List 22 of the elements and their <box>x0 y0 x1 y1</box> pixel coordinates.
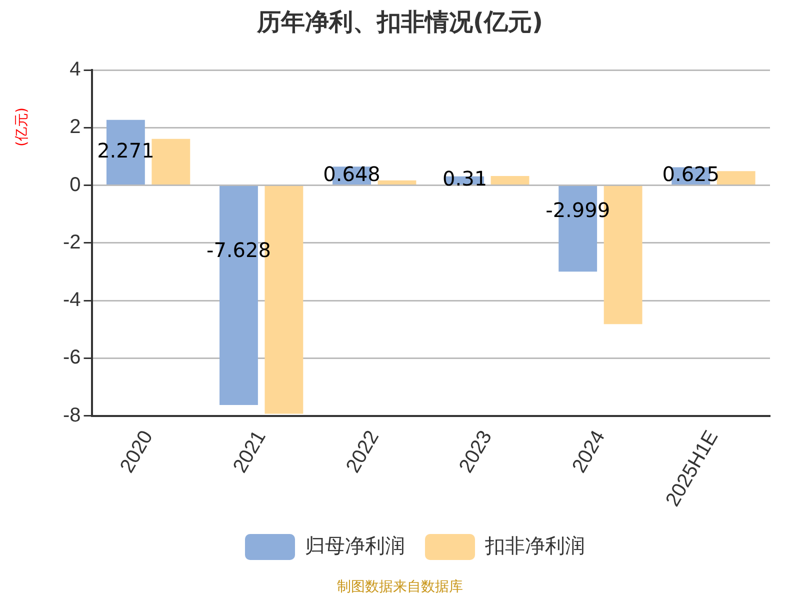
y-axis-title: (亿元) <box>13 106 31 148</box>
bar <box>490 176 530 185</box>
y-tick-label: -4 <box>62 289 81 312</box>
data-label: -2.999 <box>546 198 610 222</box>
bar <box>152 138 190 185</box>
data-label: 0.31 <box>442 166 488 191</box>
text: 制图数据来自数据库 <box>336 578 464 596</box>
y-tick-label: 0 <box>70 174 81 196</box>
chart-title: 历年净利、扣非情况(亿元) <box>256 7 544 38</box>
y-tick-label: -8 <box>62 404 81 426</box>
y-tick-label: 4 <box>70 58 81 81</box>
data-label: 0.625 <box>662 162 720 186</box>
y-tick-label: -6 <box>62 346 81 369</box>
y-tick-label: 2 <box>70 116 81 138</box>
legend-label: 归母净利润 <box>305 536 405 558</box>
data-label: 0.648 <box>323 162 380 186</box>
y-tick-label: -2 <box>62 231 81 254</box>
data-label: -7.628 <box>206 238 271 262</box>
bar <box>716 171 756 185</box>
bar <box>378 180 416 185</box>
data-label: 2.271 <box>97 138 154 162</box>
legend-label: 扣非净利润 <box>484 536 585 558</box>
